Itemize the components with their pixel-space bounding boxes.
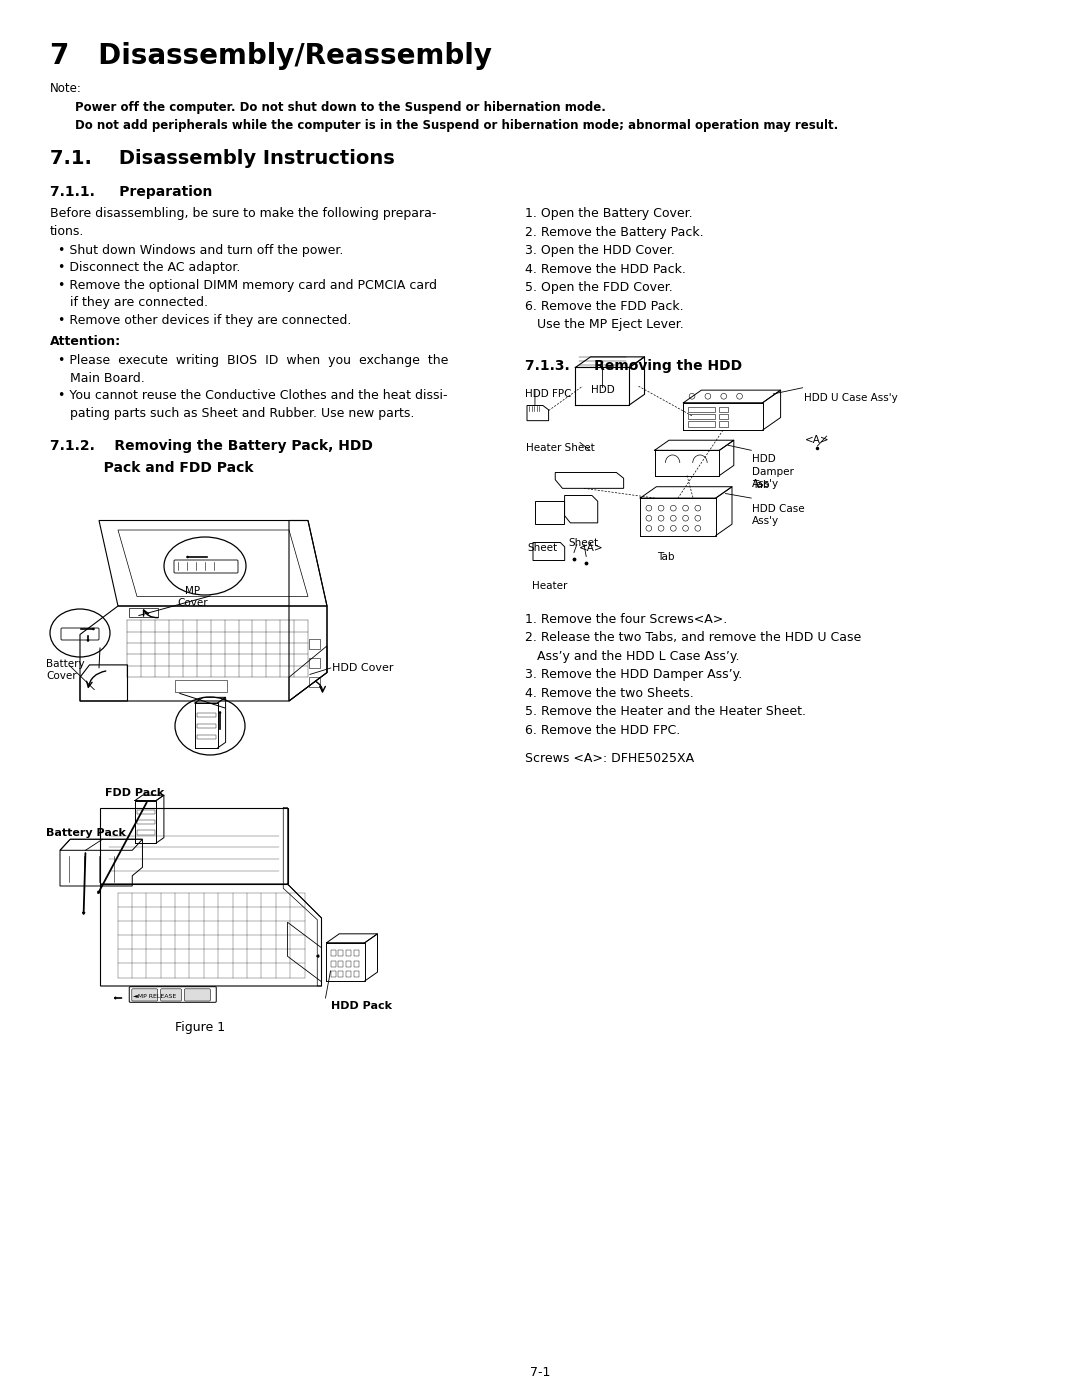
Bar xyxy=(338,950,343,957)
Bar xyxy=(175,680,227,692)
Text: HDD Pack: HDD Pack xyxy=(332,1002,392,1011)
Text: 6. Remove the HDD FPC.: 6. Remove the HDD FPC. xyxy=(525,724,680,736)
Text: HDD U Case Ass'y: HDD U Case Ass'y xyxy=(804,393,897,402)
Text: • Shut down Windows and turn off the power.: • Shut down Windows and turn off the pow… xyxy=(50,243,343,257)
Bar xyxy=(197,724,216,728)
Bar xyxy=(197,735,216,739)
Bar xyxy=(137,810,154,814)
Text: 2. Remove the Battery Pack.: 2. Remove the Battery Pack. xyxy=(525,225,704,239)
Bar xyxy=(309,658,321,668)
Bar xyxy=(353,961,359,967)
Text: Attention:: Attention: xyxy=(50,335,121,348)
Text: tions.: tions. xyxy=(50,225,84,237)
Text: Note:: Note: xyxy=(50,82,82,95)
Text: • Remove other devices if they are connected.: • Remove other devices if they are conne… xyxy=(50,313,351,327)
Text: Use the MP Eject Lever.: Use the MP Eject Lever. xyxy=(525,319,684,331)
Bar xyxy=(346,961,351,967)
Text: 7.1.3.     Removing the HDD: 7.1.3. Removing the HDD xyxy=(525,359,742,373)
Text: 6. Remove the FDD Pack.: 6. Remove the FDD Pack. xyxy=(525,299,684,313)
Text: • Disconnect the AC adaptor.: • Disconnect the AC adaptor. xyxy=(50,261,241,274)
Text: • You cannot reuse the Conductive Clothes and the heat dissi-: • You cannot reuse the Conductive Clothe… xyxy=(50,388,447,402)
Bar xyxy=(353,950,359,957)
Text: 7.1.    Disassembly Instructions: 7.1. Disassembly Instructions xyxy=(50,149,395,168)
Text: • Remove the optional DIMM memory card and PCMCIA card: • Remove the optional DIMM memory card a… xyxy=(50,278,437,292)
Text: HDD
Damper
Ass'y: HDD Damper Ass'y xyxy=(752,454,794,489)
Text: Do not add peripherals while the computer is in the Suspend or hibernation mode;: Do not add peripherals while the compute… xyxy=(75,119,838,131)
Text: 7-1: 7-1 xyxy=(530,1366,550,1379)
Text: 3. Remove the HDD Damper Ass’y.: 3. Remove the HDD Damper Ass’y. xyxy=(525,668,742,680)
Bar xyxy=(346,950,351,957)
Text: 7.1.1.     Preparation: 7.1.1. Preparation xyxy=(50,184,213,198)
Text: Main Board.: Main Board. xyxy=(50,372,145,384)
Text: <A>: <A> xyxy=(805,434,829,446)
FancyBboxPatch shape xyxy=(132,989,158,1002)
Text: Screws <A>: DFHE5025XA: Screws <A>: DFHE5025XA xyxy=(525,752,694,766)
Bar xyxy=(338,971,343,977)
Bar xyxy=(137,820,154,824)
Text: 3. Open the HDD Cover.: 3. Open the HDD Cover. xyxy=(525,244,675,257)
Bar xyxy=(338,961,343,967)
Text: pating parts such as Sheet and Rubber. Use new parts.: pating parts such as Sheet and Rubber. U… xyxy=(50,407,415,419)
Text: Tab: Tab xyxy=(657,552,674,562)
Bar xyxy=(197,712,216,718)
Text: FDD Pack: FDD Pack xyxy=(105,788,164,798)
Text: 7   Disassembly/Reassembly: 7 Disassembly/Reassembly xyxy=(50,42,492,70)
Text: Battery Pack: Battery Pack xyxy=(46,828,126,838)
Text: Battery
Cover: Battery Cover xyxy=(46,659,84,682)
Bar xyxy=(719,415,728,419)
Bar xyxy=(719,422,728,426)
Text: Sheet: Sheet xyxy=(527,542,557,552)
Text: Pack and FDD Pack: Pack and FDD Pack xyxy=(50,461,254,475)
Text: ◄MP RELEASE: ◄MP RELEASE xyxy=(133,993,176,999)
Bar xyxy=(688,407,715,412)
Text: <A>: <A> xyxy=(579,542,604,552)
Text: 1. Open the Battery Cover.: 1. Open the Battery Cover. xyxy=(525,207,692,219)
Text: Heater Sheet: Heater Sheet xyxy=(526,443,595,453)
Bar xyxy=(330,971,336,977)
Text: 4. Remove the two Sheets.: 4. Remove the two Sheets. xyxy=(525,686,693,700)
FancyBboxPatch shape xyxy=(161,989,181,1002)
Text: HDD FPC: HDD FPC xyxy=(525,388,571,398)
Bar xyxy=(719,407,728,412)
Bar xyxy=(330,961,336,967)
Text: Sheet: Sheet xyxy=(568,538,598,548)
Bar xyxy=(688,415,715,419)
Text: if they are connected.: if they are connected. xyxy=(50,296,208,309)
Text: MP
Cover: MP Cover xyxy=(178,585,208,608)
Text: 7.1.2.    Removing the Battery Pack, HDD: 7.1.2. Removing the Battery Pack, HDD xyxy=(50,439,373,453)
Bar xyxy=(688,422,715,426)
Text: HDD: HDD xyxy=(591,384,615,394)
Text: Power off the computer. Do not shut down to the Suspend or hibernation mode.: Power off the computer. Do not shut down… xyxy=(75,101,606,115)
Text: Tab: Tab xyxy=(752,479,770,489)
Text: HDD Cover: HDD Cover xyxy=(332,664,393,673)
Text: Before disassembling, be sure to make the following prepara-: Before disassembling, be sure to make th… xyxy=(50,207,436,219)
Text: 1. Remove the four Screws<A>.: 1. Remove the four Screws<A>. xyxy=(525,612,727,626)
Bar xyxy=(330,950,336,957)
Text: HDD Case
Ass'y: HDD Case Ass'y xyxy=(752,504,805,527)
Text: • Please  execute  writing  BIOS  ID  when  you  exchange  the: • Please execute writing BIOS ID when yo… xyxy=(50,353,448,367)
Text: Ass’y and the HDD L Case Ass’y.: Ass’y and the HDD L Case Ass’y. xyxy=(525,650,740,662)
Text: 2. Release the two Tabs, and remove the HDD U Case: 2. Release the two Tabs, and remove the … xyxy=(525,631,861,644)
Bar xyxy=(309,678,321,687)
Text: Heater: Heater xyxy=(532,581,567,591)
Text: 4. Remove the HDD Pack.: 4. Remove the HDD Pack. xyxy=(525,263,686,275)
Bar xyxy=(346,971,351,977)
Bar xyxy=(309,640,321,648)
Text: 5. Open the FDD Cover.: 5. Open the FDD Cover. xyxy=(525,281,673,293)
Bar xyxy=(130,608,158,617)
Bar xyxy=(353,971,359,977)
Bar xyxy=(137,830,154,834)
FancyBboxPatch shape xyxy=(185,989,211,1002)
Text: 5. Remove the Heater and the Heater Sheet.: 5. Remove the Heater and the Heater Shee… xyxy=(525,705,806,718)
Text: Figure 1: Figure 1 xyxy=(175,1021,225,1034)
